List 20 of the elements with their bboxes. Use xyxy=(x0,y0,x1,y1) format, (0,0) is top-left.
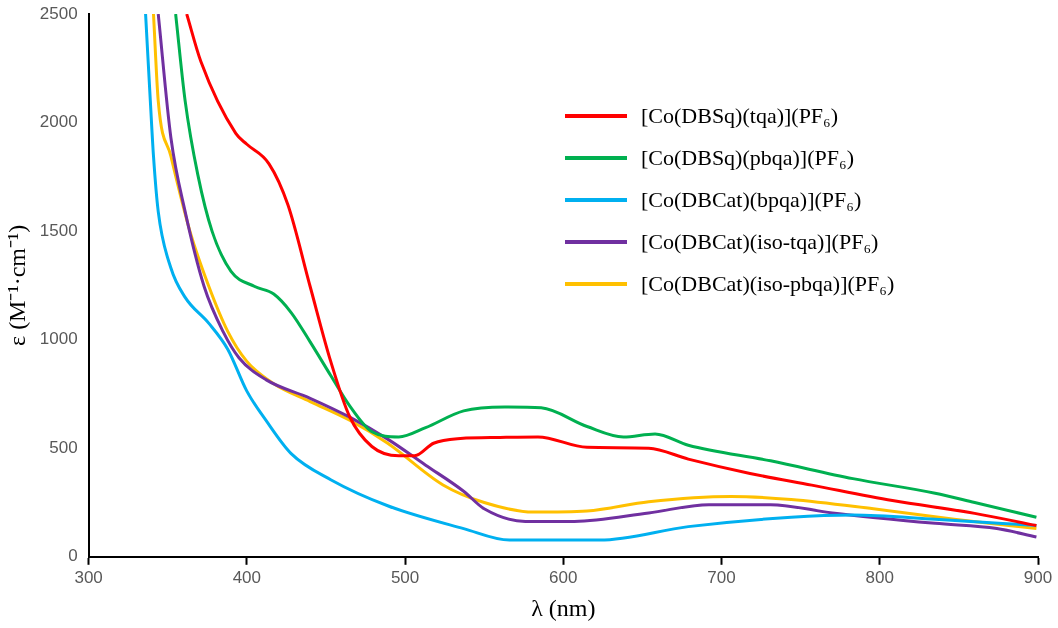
x-axis-title: λ (nm) xyxy=(531,594,596,621)
y-axis-title: ε (M⁻¹·cm⁻¹) xyxy=(3,224,30,346)
legend-label: [Co(DBSq)(pbqa)](PF₆) xyxy=(641,145,854,171)
legend-label: [Co(DBCat)(iso-pbqa)](PF₆) xyxy=(641,271,895,297)
legend-label: [Co(DBCat)(bpqa)](PF₆) xyxy=(641,187,862,213)
x-tick-label: 700 xyxy=(707,567,736,587)
y-tick-label: 500 xyxy=(49,437,78,457)
x-tick-label: 300 xyxy=(74,567,103,587)
y-tick-label: 2500 xyxy=(39,3,78,23)
x-tick-label: 400 xyxy=(232,567,262,587)
x-tick-label: 500 xyxy=(390,567,420,587)
x-tick-label: 900 xyxy=(1023,567,1053,587)
x-tick-label: 600 xyxy=(549,567,578,587)
y-tick-label: 1000 xyxy=(39,329,78,349)
y-tick-label: 2000 xyxy=(39,112,78,132)
y-tick-label: 0 xyxy=(68,546,78,566)
x-tick-label: 800 xyxy=(865,567,894,587)
y-tick-label: 1500 xyxy=(39,220,78,240)
legend-label: [Co(DBCat)(iso-tqa)](PF₆) xyxy=(641,229,879,255)
legend-label: [Co(DBSq)(tqa)](PF₆) xyxy=(641,103,839,129)
